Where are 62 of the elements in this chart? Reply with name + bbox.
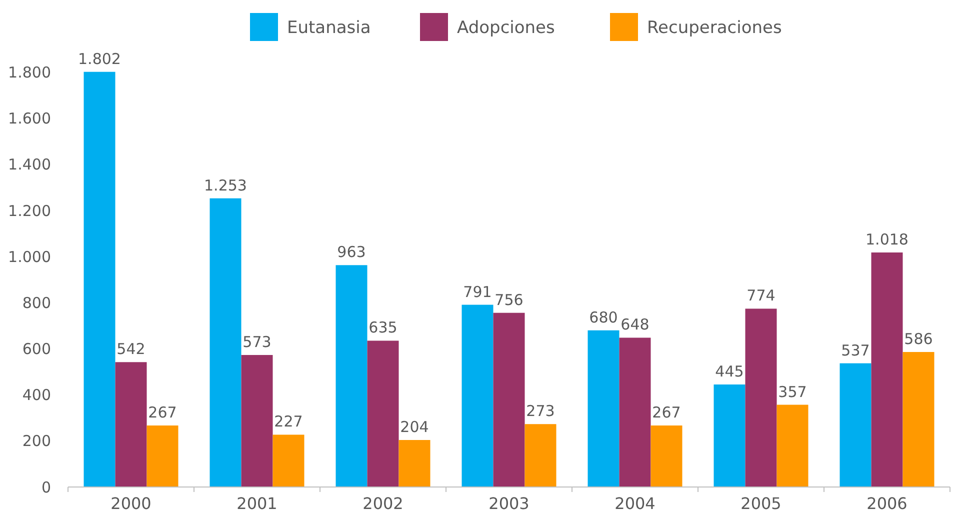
x-tick-label: 2005 — [740, 494, 782, 513]
data-label: 227 — [274, 412, 303, 431]
y-tick-label: 200 — [22, 432, 51, 450]
data-label: 204 — [400, 418, 429, 436]
y-tick-label: 1.000 — [8, 248, 51, 266]
bar — [210, 198, 242, 487]
data-label: 680 — [589, 308, 618, 326]
data-label: 357 — [778, 382, 807, 401]
y-tick-label: 1.200 — [8, 202, 51, 220]
data-label: 573 — [242, 332, 272, 351]
y-tick-label: 0 — [41, 478, 51, 496]
bar — [650, 425, 682, 487]
bar — [493, 312, 525, 487]
y-tick-label: 600 — [22, 340, 51, 358]
legend-label: Adopciones — [457, 18, 556, 38]
bar — [272, 434, 304, 487]
data-label: 1.802 — [78, 50, 121, 68]
bar — [619, 338, 651, 487]
bar — [588, 330, 620, 487]
data-label: 273 — [526, 402, 555, 420]
bar — [902, 352, 934, 487]
data-label: 791 — [463, 282, 492, 301]
x-tick-label: 2001 — [236, 494, 278, 513]
bar — [367, 340, 399, 487]
bar — [714, 384, 746, 487]
bar — [115, 362, 147, 487]
x-tick-label: 2002 — [362, 494, 404, 513]
data-label: 542 — [116, 340, 146, 358]
bar — [84, 72, 116, 487]
x-tick-label: 2000 — [110, 494, 152, 513]
data-label: 267 — [652, 403, 681, 422]
bar — [871, 252, 903, 487]
data-label: 537 — [841, 341, 870, 360]
data-label: 635 — [368, 318, 398, 337]
y-tick-label: 1.400 — [8, 156, 51, 174]
bar — [745, 308, 777, 487]
bar — [462, 304, 494, 487]
data-label: 267 — [148, 403, 177, 422]
y-tick-label: 800 — [22, 294, 51, 312]
data-label: 774 — [746, 286, 776, 305]
bar — [840, 363, 872, 487]
data-label: 963 — [337, 243, 366, 262]
bar — [146, 425, 178, 487]
bar — [776, 404, 808, 487]
data-label: 1.018 — [866, 230, 908, 248]
data-label: 586 — [904, 330, 933, 348]
x-tick-label: 2003 — [488, 494, 530, 513]
legend-label: Recuperaciones — [647, 18, 782, 38]
x-tick-label: 2004 — [614, 494, 656, 513]
bar — [398, 440, 430, 487]
y-tick-label: 400 — [22, 386, 51, 404]
legend-label: Eutanasia — [287, 18, 371, 38]
y-tick-label: 1.600 — [8, 110, 51, 128]
data-label: 648 — [620, 316, 650, 334]
x-tick-label: 2006 — [866, 494, 908, 513]
data-label: 445 — [715, 362, 744, 380]
data-label: 1.253 — [204, 176, 247, 194]
data-label: 756 — [494, 290, 524, 309]
y-tick-label: 1.800 — [8, 64, 51, 82]
bar — [524, 424, 556, 487]
bar — [241, 354, 273, 487]
bar — [336, 265, 368, 487]
